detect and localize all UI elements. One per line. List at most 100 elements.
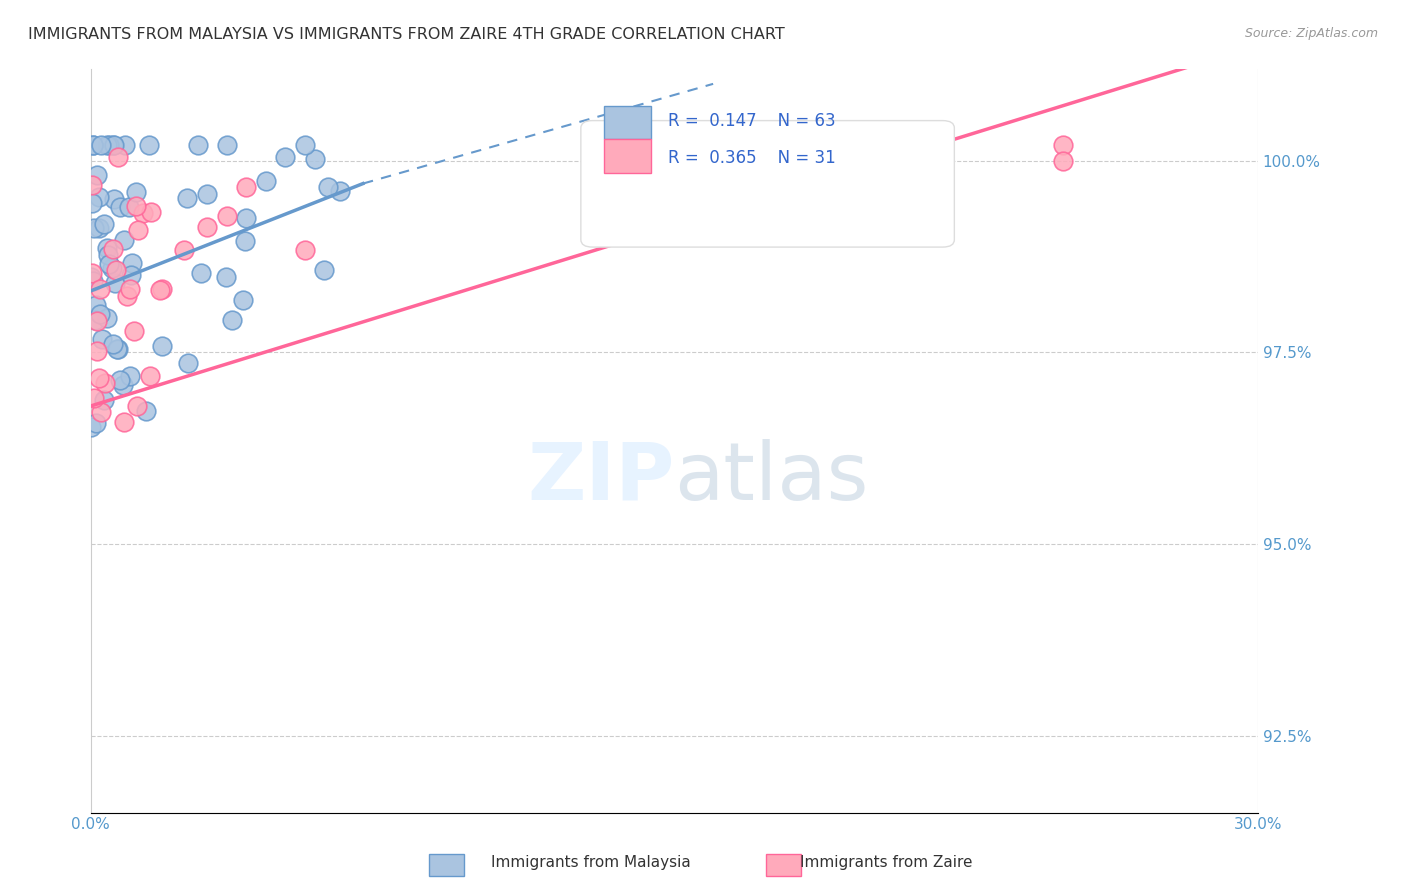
Point xyxy=(329,184,352,198)
Point xyxy=(195,186,218,201)
Point xyxy=(150,339,173,353)
Text: Source: ZipAtlas.com: Source: ZipAtlas.com xyxy=(1244,27,1378,40)
Point xyxy=(235,180,257,194)
Point xyxy=(125,199,148,213)
Point xyxy=(294,244,316,258)
Point xyxy=(80,178,103,193)
Point xyxy=(82,274,104,288)
Point xyxy=(83,392,105,406)
Point xyxy=(177,356,200,370)
Point xyxy=(149,284,172,298)
Point xyxy=(80,420,103,434)
Text: Immigrants from Malaysia: Immigrants from Malaysia xyxy=(491,855,690,870)
Point xyxy=(101,138,124,153)
Point xyxy=(233,234,256,248)
Point xyxy=(84,313,107,327)
FancyBboxPatch shape xyxy=(581,120,955,247)
Point xyxy=(107,150,129,164)
Point xyxy=(82,138,104,153)
Point xyxy=(90,138,112,153)
Point xyxy=(96,138,118,153)
Point xyxy=(110,200,132,214)
Point xyxy=(125,399,148,413)
Point xyxy=(114,138,136,153)
Point xyxy=(89,371,111,385)
Point xyxy=(112,233,135,247)
Point xyxy=(90,332,112,346)
Text: IMMIGRANTS FROM MALAYSIA VS IMMIGRANTS FROM ZAIRE 4TH GRADE CORRELATION CHART: IMMIGRANTS FROM MALAYSIA VS IMMIGRANTS F… xyxy=(28,27,785,42)
Point xyxy=(1052,138,1074,153)
Point xyxy=(80,195,103,210)
Point xyxy=(135,404,157,418)
Point xyxy=(141,205,163,219)
Point xyxy=(82,138,104,153)
Point xyxy=(316,179,339,194)
Point xyxy=(195,219,218,234)
FancyBboxPatch shape xyxy=(605,139,651,173)
Point xyxy=(304,153,326,167)
Point xyxy=(93,217,115,231)
Point xyxy=(190,266,212,280)
Point xyxy=(176,191,198,205)
Point xyxy=(121,255,143,269)
Point xyxy=(125,185,148,199)
Point xyxy=(221,313,243,327)
Point xyxy=(120,268,142,282)
Point xyxy=(138,138,160,153)
Point xyxy=(118,200,141,214)
Point xyxy=(274,150,297,164)
Point xyxy=(232,293,254,308)
Point xyxy=(215,270,238,285)
Point xyxy=(101,337,124,351)
Text: atlas: atlas xyxy=(675,439,869,516)
Point xyxy=(89,405,111,419)
Text: ZIP: ZIP xyxy=(527,439,675,516)
Point xyxy=(84,298,107,312)
Point xyxy=(118,368,141,383)
Point xyxy=(215,210,238,224)
Point xyxy=(312,263,335,277)
Point xyxy=(87,190,110,204)
Point xyxy=(215,138,238,153)
Point xyxy=(96,311,118,326)
Point xyxy=(80,266,103,280)
Point xyxy=(86,344,108,359)
Point xyxy=(80,270,103,285)
Text: Immigrants from Zaire: Immigrants from Zaire xyxy=(800,855,972,870)
Point xyxy=(89,307,111,321)
Point xyxy=(96,241,118,255)
Point xyxy=(105,342,128,356)
FancyBboxPatch shape xyxy=(429,854,464,876)
Text: R =  0.147    N = 63: R = 0.147 N = 63 xyxy=(668,112,837,129)
Point xyxy=(132,206,155,220)
Point xyxy=(117,289,139,303)
FancyBboxPatch shape xyxy=(766,854,801,876)
Point xyxy=(173,243,195,257)
Point xyxy=(294,138,316,153)
Point xyxy=(108,373,131,387)
Point xyxy=(86,168,108,182)
Text: R =  0.365    N = 31: R = 0.365 N = 31 xyxy=(668,149,837,167)
Point xyxy=(98,257,121,271)
Point xyxy=(94,376,117,391)
Point xyxy=(93,392,115,407)
Point xyxy=(103,242,125,256)
Point xyxy=(103,138,125,153)
Point xyxy=(84,416,107,430)
Point xyxy=(138,369,160,384)
Point xyxy=(122,325,145,339)
Point xyxy=(254,174,277,188)
Point xyxy=(127,223,149,237)
Point xyxy=(111,377,134,392)
Point xyxy=(1052,153,1074,168)
Point xyxy=(150,282,173,296)
Point xyxy=(104,277,127,291)
Point xyxy=(86,314,108,328)
Point xyxy=(112,416,135,430)
Point xyxy=(97,138,120,153)
Point xyxy=(107,343,129,357)
FancyBboxPatch shape xyxy=(605,106,651,139)
Point xyxy=(97,248,120,262)
Point xyxy=(105,263,128,277)
Point xyxy=(101,261,124,276)
